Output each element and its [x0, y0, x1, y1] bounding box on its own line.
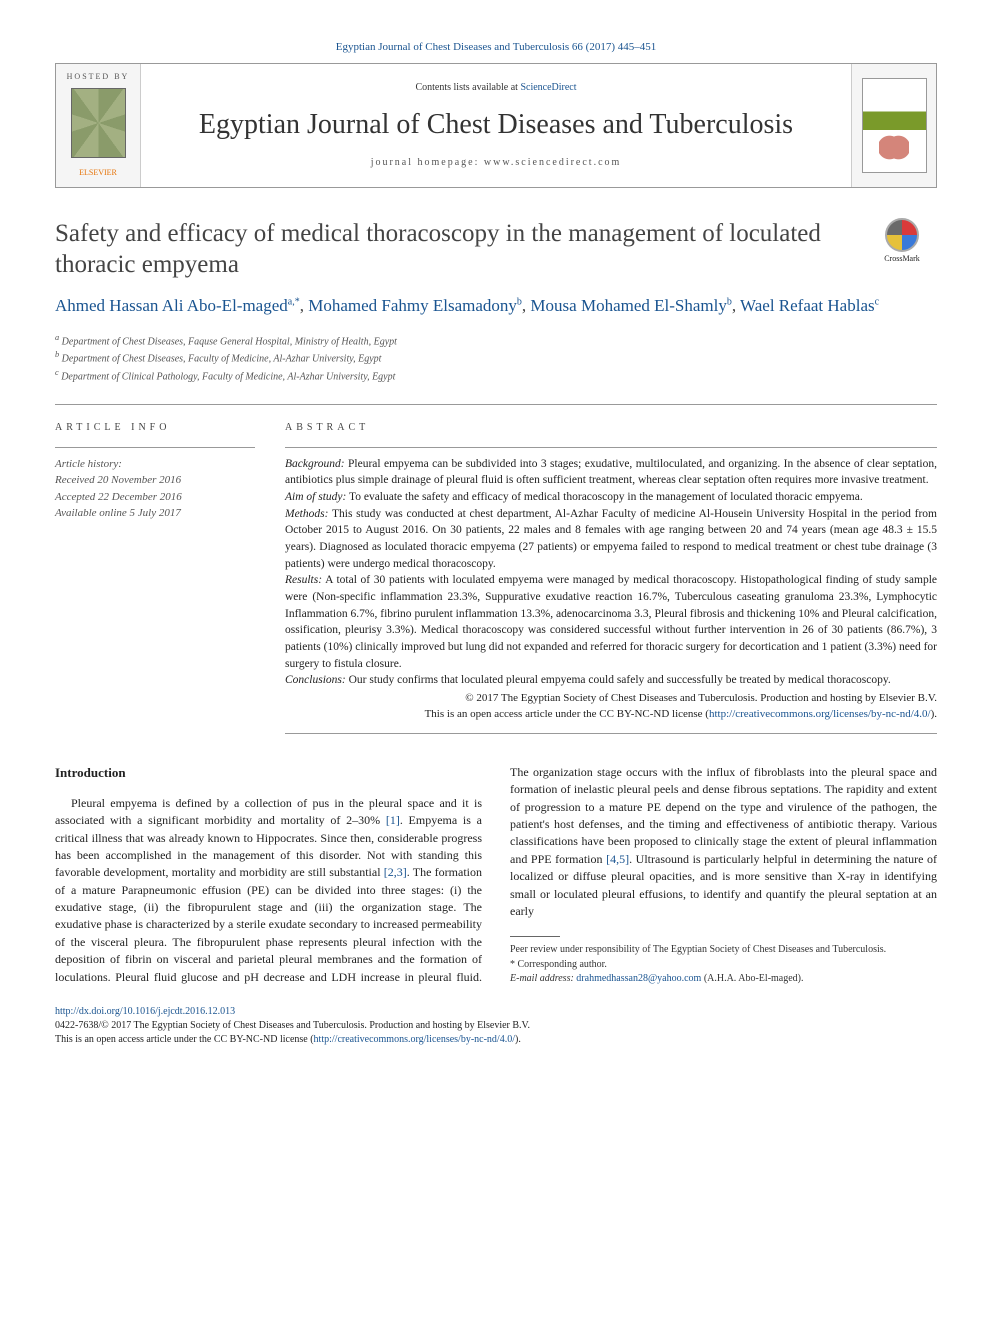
peer-review-note: Peer review under responsibility of The … [510, 943, 937, 958]
author-2-sup: b [517, 297, 522, 308]
cover-chest-text: CHEST [863, 102, 926, 111]
affiliations: a Department of Chest Diseases, Faquse G… [55, 332, 937, 384]
journal-homepage: journal homepage: www.sciencedirect.com [161, 156, 831, 170]
journal-title: Egyptian Journal of Chest Diseases and T… [161, 106, 831, 144]
article-title: Safety and efficacy of medical thoracosc… [55, 218, 867, 281]
journal-header: HOSTED BY ELSEVIER Contents lists availa… [55, 63, 937, 188]
bottom-block: http://dx.doi.org/10.1016/j.ejcdt.2016.1… [55, 1005, 937, 1047]
footnotes: Peer review under responsibility of The … [510, 943, 937, 987]
received-date: Received 20 November 2016 [55, 472, 255, 489]
email-suffix: (A.H.A. Abo-El-maged). [701, 973, 803, 984]
background-text: Pleural empyema can be subdivided into 3… [285, 458, 937, 487]
lung-icon [879, 135, 909, 160]
author-1-sup: a,* [288, 297, 300, 308]
author-email-link[interactable]: drahmedhassan28@yahoo.com [576, 973, 701, 984]
history-label: Article history: [55, 456, 255, 473]
author-1[interactable]: Ahmed Hassan Ali Abo-El-maged [55, 296, 288, 315]
cover-panel: CHEST [851, 64, 936, 187]
contents-available: Contents lists available at ScienceDirec… [161, 81, 831, 95]
author-2[interactable]: Mohamed Fahmy Elsamadony [308, 296, 517, 315]
copyright-line1: © 2017 The Egyptian Society of Chest Dis… [465, 692, 937, 704]
aff-b-sup: b [55, 350, 59, 359]
author-3-sup: b [727, 297, 732, 308]
elsevier-label: ELSEVIER [79, 168, 117, 179]
conclusions-head: Conclusions: [285, 674, 346, 686]
author-4-sup: c [875, 297, 879, 308]
article-info-col: ARTICLE INFO Article history: Received 2… [55, 421, 255, 734]
methods-text: This study was conducted at chest depart… [285, 508, 937, 570]
ref-link[interactable]: [4,5] [606, 852, 629, 866]
footnote-rule [510, 936, 560, 937]
affiliation-a: a Department of Chest Diseases, Faquse G… [55, 332, 937, 349]
article-info-label: ARTICLE INFO [55, 421, 255, 435]
copyright-line2: This is an open access article under the… [425, 708, 709, 720]
crossmark-badge[interactable]: CrossMark [867, 218, 937, 265]
affiliation-b: b Department of Chest Diseases, Faculty … [55, 349, 937, 366]
crossmark-icon [885, 218, 919, 252]
authors-line: Ahmed Hassan Ali Abo-El-mageda,*, Mohame… [55, 294, 937, 318]
abstract-col: ABSTRACT Background: Pleural empyema can… [285, 421, 937, 734]
ref-link[interactable]: [1] [386, 813, 400, 827]
aff-c-sup: c [55, 368, 59, 377]
email-label: E-mail address: [510, 973, 574, 984]
elsevier-tree-icon [71, 88, 126, 158]
aff-a-text: Department of Chest Diseases, Faquse Gen… [62, 336, 397, 347]
conclusions-text: Our study confirms that loculated pleura… [349, 674, 891, 686]
online-date: Available online 5 July 2017 [55, 505, 255, 522]
aff-a-sup: a [55, 333, 59, 342]
affiliation-c: c Department of Clinical Pathology, Facu… [55, 367, 937, 384]
background-head: Background: [285, 458, 345, 470]
aim-text: To evaluate the safety and efficacy of m… [349, 491, 863, 503]
corresponding-author-note: * Corresponding author. [510, 958, 937, 973]
bottom-license-link[interactable]: http://creativecommons.org/licenses/by-n… [314, 1034, 515, 1045]
journal-cover-thumb: CHEST [862, 78, 927, 173]
copyright-block: © 2017 The Egyptian Society of Chest Dis… [285, 691, 937, 723]
aff-c-text: Department of Clinical Pathology, Facult… [61, 371, 395, 382]
aff-b-text: Department of Chest Diseases, Faculty of… [62, 354, 382, 365]
sciencedirect-link[interactable]: ScienceDirect [520, 82, 576, 93]
crossmark-label: CrossMark [884, 254, 920, 265]
license-close: ). [515, 1034, 521, 1045]
ref-link[interactable]: [2,3] [384, 865, 407, 879]
accepted-date: Accepted 22 December 2016 [55, 489, 255, 506]
doi-link[interactable]: http://dx.doi.org/10.1016/j.ejcdt.2016.1… [55, 1006, 235, 1017]
intro-heading: Introduction [55, 764, 482, 783]
license-link[interactable]: http://creativecommons.org/licenses/by-n… [709, 708, 931, 720]
author-3[interactable]: Mousa Mohamed El-Shamly [530, 296, 726, 315]
copyright-close: ). [931, 708, 937, 720]
introduction-section: Introduction Pleural empyema is defined … [55, 764, 937, 987]
issn-line: 0422-7638/© 2017 The Egyptian Society of… [55, 1020, 530, 1031]
info-abstract-row: ARTICLE INFO Article history: Received 2… [55, 404, 937, 734]
header-center: Contents lists available at ScienceDirec… [141, 64, 851, 187]
abstract-body: Background: Pleural empyema can be subdi… [285, 456, 937, 734]
license-line: This is an open access article under the… [55, 1034, 314, 1045]
aim-head: Aim of study: [285, 491, 346, 503]
results-text: A total of 30 patients with loculated em… [285, 574, 937, 669]
article-history: Article history: Received 20 November 20… [55, 456, 255, 522]
abstract-label: ABSTRACT [285, 421, 937, 435]
hosted-by-label: HOSTED BY [67, 72, 130, 83]
contents-text: Contents lists available at [415, 82, 520, 93]
hosted-by-panel: HOSTED BY ELSEVIER [56, 64, 141, 187]
results-head: Results: [285, 574, 322, 586]
author-4[interactable]: Wael Refaat Hablas [740, 296, 875, 315]
citation-line: Egyptian Journal of Chest Diseases and T… [55, 40, 937, 55]
methods-head: Methods: [285, 508, 328, 520]
